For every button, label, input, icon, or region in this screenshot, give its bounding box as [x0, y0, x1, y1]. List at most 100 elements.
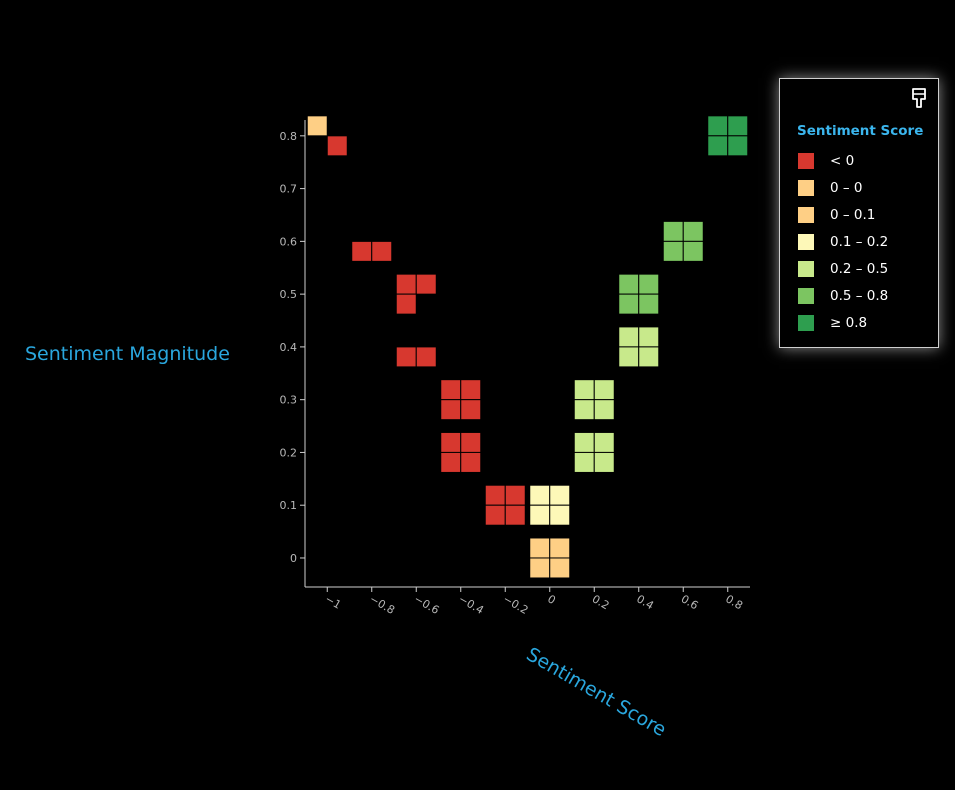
heat-cell-10-1	[460, 379, 482, 401]
legend-label: 0 – 0	[830, 179, 863, 196]
heat-cell-8-3	[504, 504, 526, 526]
legend-swatch	[798, 314, 814, 331]
legend-label: 0.2 – 0.5	[830, 260, 889, 277]
legend-swatch	[798, 206, 814, 223]
heat-cell-14-3	[326, 135, 348, 157]
legend-swatch	[798, 260, 814, 277]
x-tick-label: −0.2	[501, 592, 531, 617]
heat-cell-0-1	[727, 115, 749, 137]
x-tick-label: 0	[545, 592, 558, 607]
heat-cell-3-0	[618, 326, 640, 348]
legend-list: < 0 0 – 0 0 – 0.1 0.1 – 0.2 0.2 – 0.5 0.5 – 0…	[798, 147, 888, 336]
heat-cell-6-3	[549, 504, 571, 526]
heat-cell-8-2	[484, 504, 506, 526]
heat-cell-6-1	[549, 484, 571, 506]
heat-cell-1-2	[662, 240, 684, 262]
heat-cell-3-2	[618, 346, 640, 368]
heat-cell-12-1	[415, 273, 437, 295]
heat-cell-0-3	[727, 135, 749, 157]
legend-item-6[interactable]: ≥ 0.8	[798, 309, 888, 336]
heat-cell-13-3	[371, 240, 393, 262]
y-tick-label: 0.8	[280, 130, 298, 143]
heat-cell-10-0	[440, 379, 462, 401]
heat-cell-1-0	[662, 220, 684, 242]
legend: Sentiment Score < 0 0 – 0 0 – 0.1 0.1 – 0.2…	[779, 78, 939, 348]
x-tick-label: 0.2	[590, 592, 612, 612]
heat-cell-8-1	[504, 484, 526, 506]
x-tick-label: −0.6	[412, 592, 442, 617]
legend-label: < 0	[830, 152, 855, 169]
y-tick-label: 0	[290, 552, 297, 565]
heat-cell-9-0	[440, 431, 462, 453]
heat-cell-3-1	[638, 326, 660, 348]
x-tick-label: −0.4	[456, 592, 486, 617]
heat-cell-15-0	[306, 115, 328, 137]
x-tick-label: −0.8	[367, 592, 397, 617]
heat-cell-6-0	[529, 484, 551, 506]
heat-cell-2-3	[638, 293, 660, 315]
heat-cell-7-3	[549, 557, 571, 579]
x-axis-title: Sentiment Score	[523, 643, 670, 741]
heat-cell-4-1	[593, 379, 615, 401]
heat-cell-6-2	[529, 504, 551, 526]
y-tick-label: 0.7	[280, 183, 298, 196]
legend-label: 0.5 – 0.8	[830, 287, 889, 304]
heat-cell-7-2	[529, 557, 551, 579]
chart-axes: −1 −0.8 −0.6 −0.4 −0.2 0 0.2 0.4 0.6 0.8 0 0.1 0.2 0.…	[280, 120, 750, 617]
y-tick-label: 0.1	[280, 499, 298, 512]
heat-cell-5-3	[593, 451, 615, 473]
y-tick-label: 0.2	[280, 446, 298, 459]
heat-cell-7-0	[529, 537, 551, 559]
heat-cell-2-0	[618, 273, 640, 295]
y-axis-title: Sentiment Magnitude	[25, 343, 230, 365]
legend-item-0[interactable]: < 0	[798, 147, 888, 174]
x-tick-label: −1	[323, 592, 344, 611]
legend-item-2[interactable]: 0 – 0.1	[798, 201, 888, 228]
y-tick-label: 0.6	[280, 235, 298, 248]
y-tick-label: 0.5	[280, 288, 298, 301]
legend-item-3[interactable]: 0.1 – 0.2	[798, 228, 888, 255]
heat-cell-12-0	[395, 273, 417, 295]
heat-cell-9-2	[440, 451, 462, 473]
heat-cell-0-2	[707, 135, 729, 157]
heat-cell-1-1	[682, 220, 704, 242]
heat-cell-9-1	[460, 431, 482, 453]
pin-icon[interactable]	[910, 87, 928, 109]
heat-cell-2-1	[638, 273, 660, 295]
legend-swatch	[798, 287, 814, 304]
heat-cell-4-2	[573, 399, 595, 421]
heat-cell-2-2	[618, 293, 640, 315]
heat-cell-0-0	[707, 115, 729, 137]
chart-marks	[306, 115, 749, 579]
heat-cell-3-3	[638, 346, 660, 368]
legend-item-5[interactable]: 0.5 – 0.8	[798, 282, 888, 309]
legend-item-1[interactable]: 0 – 0	[798, 174, 888, 201]
legend-label: 0 – 0.1	[830, 206, 876, 223]
legend-title: Sentiment Score	[797, 123, 924, 139]
heat-cell-8-0	[484, 484, 506, 506]
heat-cell-12-2	[395, 293, 417, 315]
heat-cell-5-2	[573, 451, 595, 473]
heat-cell-4-3	[593, 399, 615, 421]
heat-cell-9-3	[460, 451, 482, 473]
heat-cell-11-3	[415, 346, 437, 368]
heat-cell-1-3	[682, 240, 704, 262]
legend-item-4[interactable]: 0.2 – 0.5	[798, 255, 888, 282]
legend-swatch	[798, 179, 814, 196]
x-tick-label: 0.6	[679, 592, 701, 612]
legend-swatch	[798, 152, 814, 169]
heat-cell-7-1	[549, 537, 571, 559]
heat-cell-4-0	[573, 379, 595, 401]
heat-cell-11-2	[395, 346, 417, 368]
x-tick-label: 0.4	[634, 592, 656, 612]
legend-swatch	[798, 233, 814, 250]
legend-label: 0.1 – 0.2	[830, 233, 889, 250]
heat-cell-10-3	[460, 399, 482, 421]
heat-cell-5-1	[593, 431, 615, 453]
heat-cell-13-2	[351, 240, 373, 262]
y-tick-label: 0.4	[280, 341, 298, 354]
legend-label: ≥ 0.8	[830, 314, 868, 331]
heat-cell-5-0	[573, 431, 595, 453]
heat-cell-10-2	[440, 399, 462, 421]
